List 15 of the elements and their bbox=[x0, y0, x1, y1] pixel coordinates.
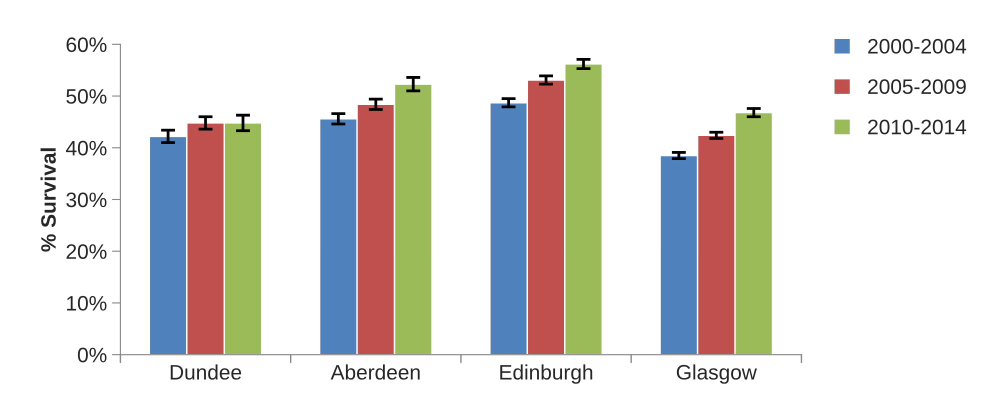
y-axis-title: % Survival bbox=[40, 148, 56, 252]
y-tick-label: 10% bbox=[67, 296, 106, 311]
x-tick-label: Dundee bbox=[170, 364, 242, 380]
y-tick-label: 60% bbox=[66, 37, 106, 52]
y-tick-label: 20% bbox=[66, 244, 106, 259]
legend-label: 2005-2009 bbox=[868, 79, 966, 94]
y-tick-label: 40% bbox=[66, 140, 106, 156]
x-tick-label: Glasgow bbox=[676, 364, 757, 384]
y-tick-label: 30% bbox=[66, 192, 106, 208]
x-tick-label: Aberdeen bbox=[330, 364, 420, 380]
x-tick-label: Edinburgh bbox=[500, 364, 592, 384]
legend-label: 2000-2004 bbox=[868, 38, 966, 54]
y-tick-label: 0% bbox=[78, 348, 106, 362]
legend-label: 2010-2014 bbox=[868, 120, 966, 134]
y-tick-label: 50% bbox=[66, 89, 106, 104]
